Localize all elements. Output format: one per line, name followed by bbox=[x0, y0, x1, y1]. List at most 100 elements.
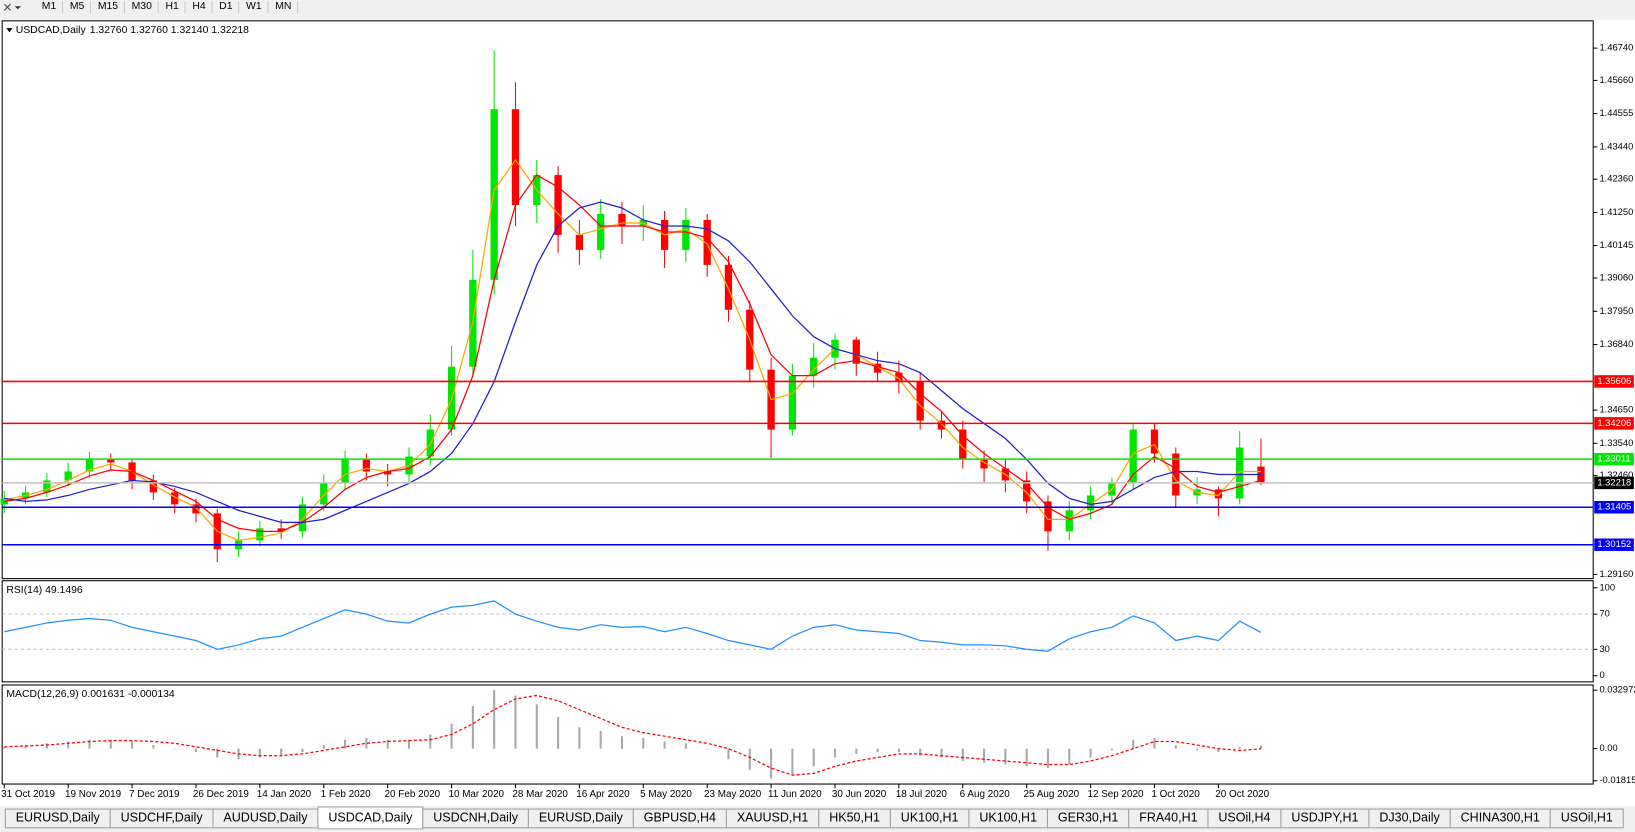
price-level-label: 1.30152 bbox=[1597, 539, 1631, 549]
tab-label[interactable]: UK100,H1 bbox=[901, 811, 959, 825]
candle-body bbox=[959, 429, 967, 460]
macd-bar bbox=[770, 748, 773, 779]
timeframe-button[interactable]: M15 bbox=[98, 1, 118, 12]
macd-panel bbox=[1, 684, 1594, 785]
macd-bar bbox=[514, 695, 517, 749]
macd-bar bbox=[791, 748, 794, 776]
candle-body bbox=[490, 109, 498, 280]
macd-bar bbox=[3, 746, 6, 749]
tab-label[interactable]: EURUSD,Daily bbox=[16, 811, 101, 825]
macd-bar bbox=[961, 748, 964, 762]
tab-label[interactable]: USDCNH,Daily bbox=[433, 811, 518, 825]
y-tick-label: 0.00 bbox=[1599, 743, 1617, 753]
candle-body bbox=[320, 483, 328, 505]
y-tick-label: 0 bbox=[1599, 670, 1604, 680]
macd-bar bbox=[557, 716, 560, 749]
tab-label[interactable]: USDJPY,H1 bbox=[1291, 811, 1358, 825]
y-tick-label: 1.42360 bbox=[1599, 174, 1633, 184]
macd-bar bbox=[1110, 748, 1113, 751]
y-tick-label: 1.37950 bbox=[1599, 306, 1633, 316]
tool-icon[interactable] bbox=[3, 3, 11, 11]
y-tick-label: 100 bbox=[1599, 582, 1615, 592]
macd-bar bbox=[684, 743, 687, 749]
y-tick-label: 30 bbox=[1599, 644, 1609, 654]
tab-label[interactable]: CHINA300,H1 bbox=[1461, 811, 1540, 825]
candle-body bbox=[362, 459, 371, 472]
candle-body bbox=[171, 492, 179, 505]
macd-bar bbox=[1153, 737, 1156, 749]
y-tick-label: 1.33540 bbox=[1599, 438, 1633, 448]
y-tick-label: 1.40145 bbox=[1599, 240, 1633, 250]
tab-label[interactable]: EURUSD,Daily bbox=[539, 811, 624, 825]
x-tick-label: 26 Dec 2019 bbox=[193, 789, 250, 800]
candle-body bbox=[554, 175, 562, 235]
candle-body bbox=[575, 234, 584, 250]
tab-label[interactable]: GER30,H1 bbox=[1058, 811, 1118, 825]
tab-label[interactable]: USOil,H4 bbox=[1218, 811, 1270, 825]
timeframe-button[interactable]: MN bbox=[275, 1, 291, 12]
price-level-label: 1.33011 bbox=[1597, 454, 1630, 464]
tool-dropdown[interactable] bbox=[14, 6, 21, 10]
y-tick-label: 0.032972 bbox=[1599, 685, 1635, 695]
macd-bar bbox=[152, 745, 155, 749]
tab-label[interactable]: USDCHF,Daily bbox=[121, 811, 204, 825]
macd-bar bbox=[1259, 745, 1263, 749]
timeframe-button[interactable]: H1 bbox=[165, 1, 179, 12]
macd-bar bbox=[706, 748, 709, 750]
macd-bar bbox=[216, 748, 219, 758]
y-tick-label: 1.45660 bbox=[1599, 75, 1633, 85]
macd-bar bbox=[471, 706, 474, 749]
x-tick-label: 28 Mar 2020 bbox=[512, 789, 568, 800]
candle-body bbox=[1129, 429, 1137, 484]
candle-body bbox=[64, 471, 72, 481]
tab-label[interactable]: FRA40,H1 bbox=[1139, 811, 1197, 825]
candle-body bbox=[873, 363, 882, 373]
price-level-tag bbox=[1594, 476, 1634, 490]
y-tick-label: 1.43440 bbox=[1599, 141, 1633, 151]
macd-bar bbox=[131, 741, 134, 749]
candle-body bbox=[149, 480, 158, 493]
macd-bar bbox=[833, 748, 837, 758]
x-tick-label: 5 May 2020 bbox=[640, 789, 692, 800]
macd-bar bbox=[876, 748, 879, 753]
price-level-label: 1.32218 bbox=[1597, 477, 1631, 487]
x-tick-label: 1 Oct 2020 bbox=[1151, 789, 1200, 800]
x-tick-label: 25 Aug 2020 bbox=[1024, 789, 1080, 800]
tab-label[interactable]: GBPUSD,H4 bbox=[644, 811, 716, 825]
candle-body bbox=[426, 429, 434, 457]
macd-bar bbox=[88, 739, 91, 749]
macd-bar bbox=[365, 737, 368, 749]
candle-body bbox=[1086, 495, 1095, 511]
macd-title: MACD(12,26,9) 0.001631 -0.000134 bbox=[6, 689, 175, 700]
macd-bar bbox=[1068, 748, 1071, 765]
timeframe-button[interactable]: W1 bbox=[246, 1, 262, 12]
candle-body bbox=[618, 213, 626, 226]
tab-label[interactable]: UK100,H1 bbox=[979, 811, 1037, 825]
timeframe-button[interactable]: M30 bbox=[132, 1, 152, 12]
timeframe-button[interactable]: M1 bbox=[42, 1, 57, 12]
macd-bar bbox=[67, 741, 70, 749]
tab-label[interactable]: AUDUSD,Daily bbox=[223, 811, 308, 825]
tab-label[interactable]: XAUUSD,H1 bbox=[737, 811, 809, 825]
candle-body bbox=[788, 375, 797, 430]
timeframe-button[interactable]: H4 bbox=[192, 1, 206, 12]
timeframe-button[interactable]: M5 bbox=[70, 1, 85, 12]
tab-label[interactable]: HK50,H1 bbox=[829, 811, 880, 825]
tab-label[interactable]: USOil,H1 bbox=[1561, 811, 1613, 825]
macd-bar bbox=[45, 743, 48, 749]
macd-bar bbox=[1089, 748, 1092, 758]
candle-body bbox=[511, 109, 520, 205]
tab-label[interactable]: DJ30,Daily bbox=[1379, 811, 1440, 825]
macd-bar bbox=[642, 737, 645, 749]
tab-label[interactable]: USDCAD,Daily bbox=[328, 811, 413, 825]
collapse-icon[interactable] bbox=[6, 28, 13, 33]
timeframe-button[interactable]: D1 bbox=[219, 1, 233, 12]
x-tick-label: 7 Dec 2019 bbox=[129, 789, 180, 800]
price-level-tag bbox=[1594, 538, 1634, 552]
candle-body bbox=[916, 381, 924, 421]
y-tick-label: 1.36840 bbox=[1599, 339, 1633, 349]
x-tick-label: 18 Jul 2020 bbox=[896, 789, 948, 800]
macd-bar bbox=[599, 730, 602, 749]
x-tick-label: 16 Apr 2020 bbox=[576, 789, 630, 800]
tab[interactable] bbox=[1549, 808, 1624, 829]
